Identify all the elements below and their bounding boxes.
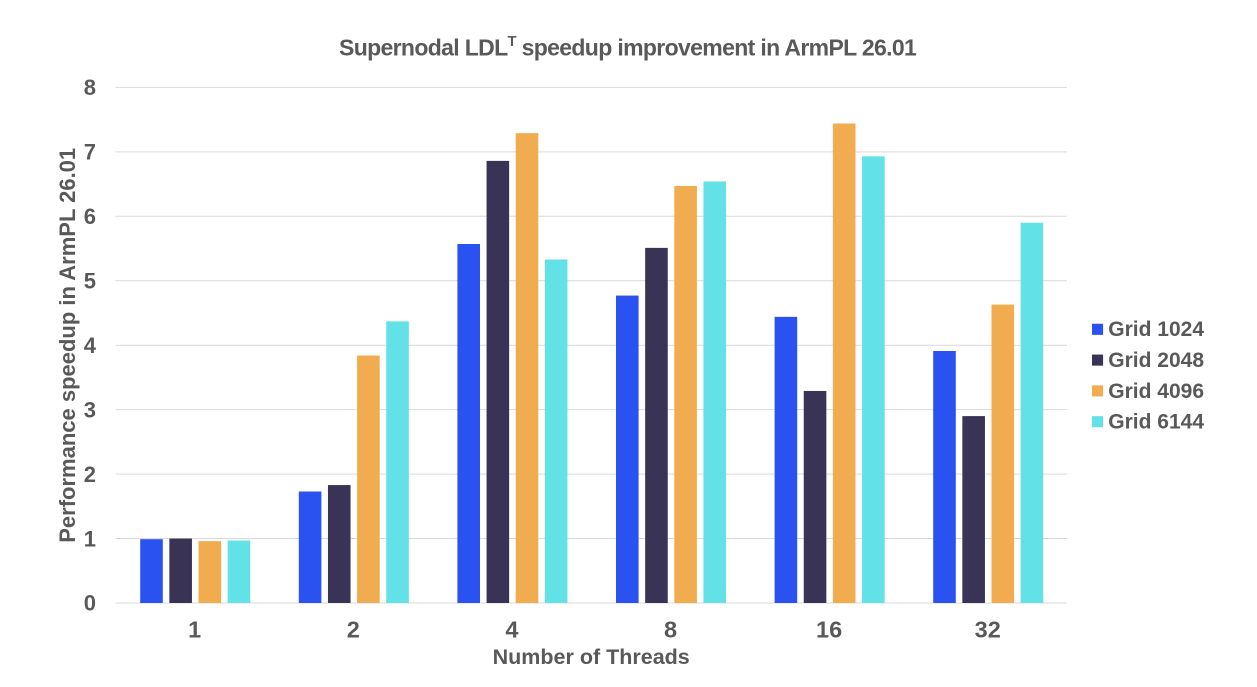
svg-text:Grid 2048: Grid 2048 <box>1108 349 1204 372</box>
svg-text:4: 4 <box>505 617 518 643</box>
svg-text:5: 5 <box>84 268 96 293</box>
svg-text:3: 3 <box>84 397 96 422</box>
svg-text:7: 7 <box>84 140 96 165</box>
svg-text:4: 4 <box>84 333 97 358</box>
svg-text:Grid 4096: Grid 4096 <box>1108 380 1204 403</box>
svg-text:16: 16 <box>816 617 842 643</box>
svg-text:Performance speedup in ArmPL 2: Performance speedup in ArmPL 26.01 <box>55 148 80 543</box>
svg-text:2: 2 <box>84 462 96 487</box>
svg-text:Grid 1024: Grid 1024 <box>1108 318 1204 341</box>
svg-text:0: 0 <box>84 591 96 616</box>
svg-text:32: 32 <box>975 617 1001 643</box>
svg-text:Supernodal LDLT speedup improv: Supernodal LDLT speedup improvement in A… <box>339 34 917 61</box>
svg-text:6: 6 <box>84 204 96 229</box>
svg-text:8: 8 <box>664 617 677 643</box>
svg-text:1: 1 <box>188 617 201 643</box>
svg-text:Number of Threads: Number of Threads <box>493 645 690 669</box>
svg-text:2: 2 <box>347 617 360 643</box>
svg-text:Grid 6144: Grid 6144 <box>1108 411 1204 434</box>
svg-text:1: 1 <box>84 526 96 551</box>
svg-text:8: 8 <box>84 75 96 100</box>
